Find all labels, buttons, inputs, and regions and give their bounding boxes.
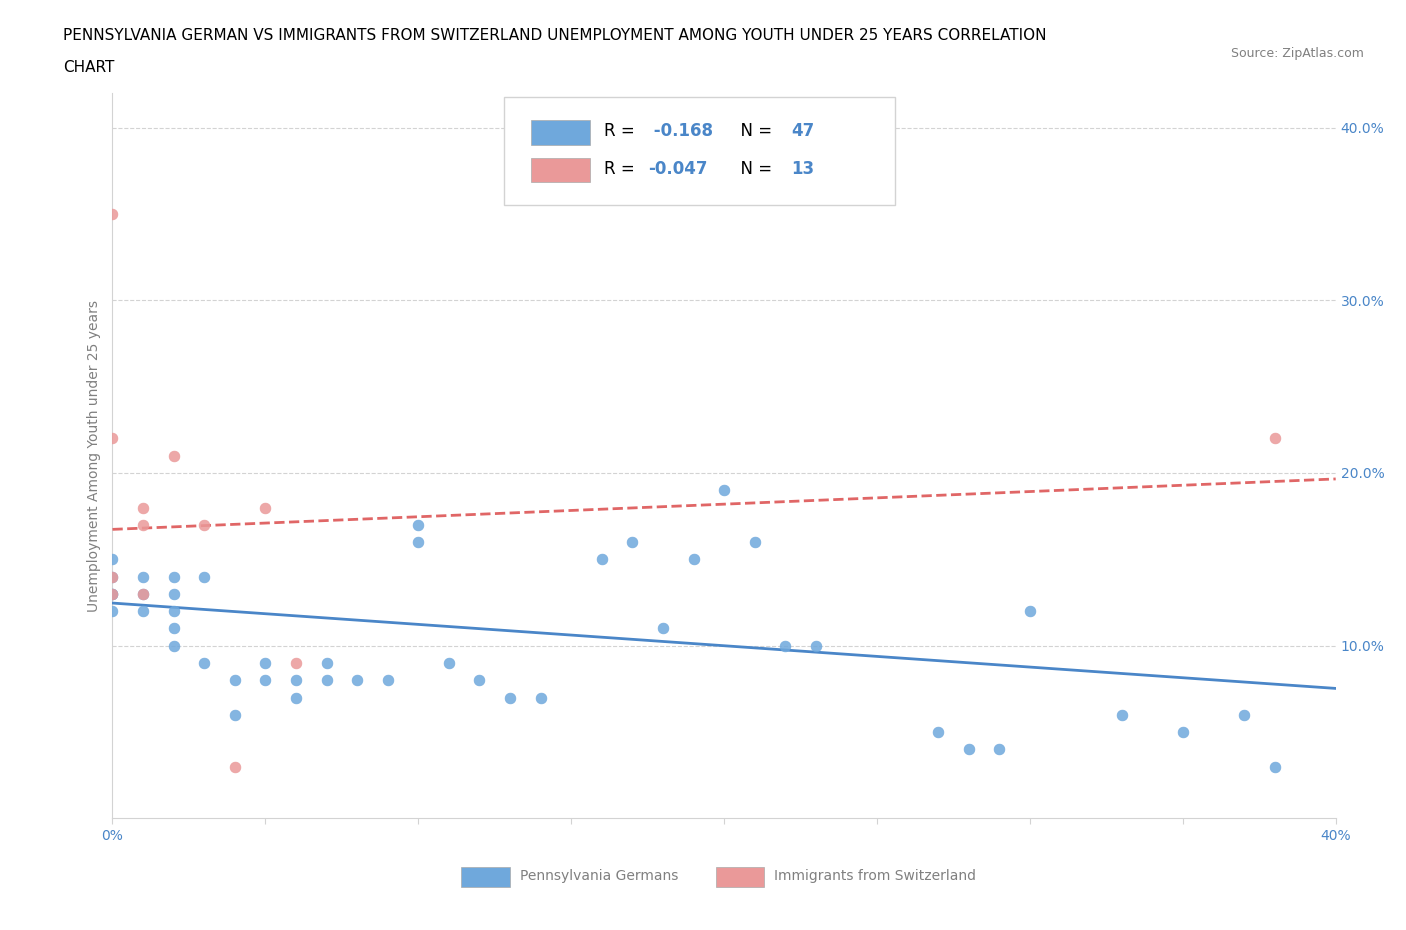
Point — [163, 638, 186, 653]
Point — [101, 587, 124, 602]
Text: -0.047: -0.047 — [648, 160, 707, 179]
Point — [377, 672, 399, 687]
Point — [101, 431, 124, 445]
Point — [254, 500, 277, 515]
Point — [193, 569, 215, 584]
Point — [163, 569, 186, 584]
FancyBboxPatch shape — [461, 867, 510, 887]
Point — [132, 500, 155, 515]
Point — [957, 742, 980, 757]
Point — [132, 587, 155, 602]
Point — [132, 587, 155, 602]
Text: 13: 13 — [792, 160, 814, 179]
Point — [713, 483, 735, 498]
Point — [775, 638, 797, 653]
Point — [101, 569, 124, 584]
Text: Pennsylvania Germans: Pennsylvania Germans — [520, 870, 678, 884]
Text: N =: N = — [730, 160, 778, 179]
Text: 47: 47 — [792, 123, 814, 140]
Point — [101, 569, 124, 584]
Point — [408, 535, 430, 550]
Point — [163, 604, 186, 618]
Point — [575, 154, 598, 169]
Point — [132, 517, 155, 532]
Point — [193, 517, 215, 532]
Point — [468, 672, 491, 687]
Point — [284, 690, 308, 705]
Point — [499, 690, 522, 705]
Point — [1171, 724, 1194, 739]
Point — [163, 448, 186, 463]
Point — [437, 656, 460, 671]
Point — [193, 656, 215, 671]
Point — [224, 672, 246, 687]
Point — [101, 587, 124, 602]
Point — [408, 517, 430, 532]
FancyBboxPatch shape — [503, 97, 896, 206]
Point — [101, 587, 124, 602]
Point — [744, 535, 766, 550]
Point — [224, 759, 246, 774]
Point — [652, 621, 675, 636]
Point — [315, 656, 337, 671]
Text: -0.168: -0.168 — [648, 123, 713, 140]
Point — [1264, 759, 1286, 774]
Text: R =: R = — [605, 123, 640, 140]
Point — [254, 672, 277, 687]
Point — [101, 206, 124, 221]
Y-axis label: Unemployment Among Youth under 25 years: Unemployment Among Youth under 25 years — [87, 299, 101, 612]
Point — [315, 672, 337, 687]
Point — [621, 535, 644, 550]
Point — [530, 690, 553, 705]
Point — [1018, 604, 1040, 618]
Text: Immigrants from Switzerland: Immigrants from Switzerland — [775, 870, 976, 884]
Point — [1111, 708, 1133, 723]
Point — [1233, 708, 1256, 723]
Point — [1264, 431, 1286, 445]
FancyBboxPatch shape — [531, 157, 589, 182]
Text: CHART: CHART — [63, 60, 115, 75]
Point — [132, 569, 155, 584]
Point — [101, 604, 124, 618]
Point — [346, 672, 368, 687]
Point — [163, 587, 186, 602]
Text: Source: ZipAtlas.com: Source: ZipAtlas.com — [1230, 46, 1364, 60]
Point — [101, 551, 124, 566]
Point — [988, 742, 1011, 757]
Point — [284, 672, 308, 687]
FancyBboxPatch shape — [531, 120, 589, 144]
Text: PENNSYLVANIA GERMAN VS IMMIGRANTS FROM SWITZERLAND UNEMPLOYMENT AMONG YOUTH UNDE: PENNSYLVANIA GERMAN VS IMMIGRANTS FROM S… — [63, 28, 1047, 43]
Text: R =: R = — [605, 160, 640, 179]
Point — [927, 724, 949, 739]
Point — [132, 604, 155, 618]
Point — [682, 551, 704, 566]
Point — [163, 621, 186, 636]
Point — [284, 656, 308, 671]
FancyBboxPatch shape — [716, 867, 765, 887]
Point — [224, 708, 246, 723]
Point — [254, 656, 277, 671]
Point — [804, 638, 827, 653]
Point — [591, 551, 613, 566]
Text: N =: N = — [730, 123, 778, 140]
